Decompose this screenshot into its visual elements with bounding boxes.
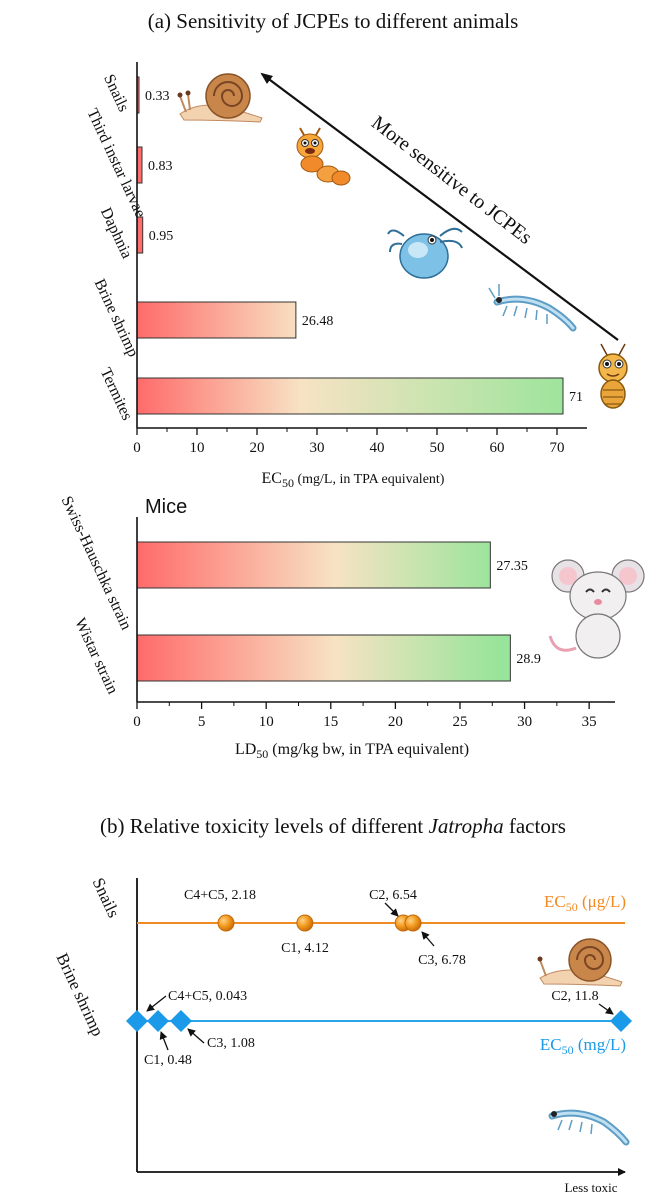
x-tick-label: 10	[190, 440, 205, 456]
category-label: Daphnia	[97, 205, 135, 261]
termite-icon	[598, 343, 628, 409]
mice-x-axis-label: LD50 (mg/kg bw, in TPA equivalent)	[235, 741, 469, 761]
snails-marker	[217, 914, 235, 932]
category-label: Wistar strain	[71, 616, 121, 697]
brine-shrimp-point-label: C3, 1.08	[207, 1036, 255, 1051]
x-tick-label: 50	[430, 440, 445, 456]
data-label: 26.48	[302, 314, 334, 329]
brine-shrimp-unit-label: EC50 (mg/L)	[540, 1035, 626, 1057]
category-label: Termites	[97, 365, 136, 423]
x-tick-label: 60	[490, 440, 505, 456]
leader-arrow	[159, 1031, 169, 1051]
panel-a-x-axis: 0 10 20 30 40 50 60 70	[133, 62, 587, 456]
x-tick-label: 30	[517, 714, 532, 730]
series-name-brine-shrimp: Brine shrimp	[53, 950, 108, 1039]
mice-panel-label: Mice	[145, 496, 187, 518]
snails-marker	[296, 914, 314, 932]
mice-bars: 27.35 28.9	[136, 541, 541, 682]
leader-arrow	[384, 902, 399, 917]
panel-a-bars: 0.33 0.83 0.95 26.48 71	[136, 76, 583, 415]
panel-a-title: (a) Sensitivity of JCPEs to different an…	[148, 9, 519, 33]
bar	[136, 634, 511, 682]
series-name-snails: Snails	[89, 875, 124, 921]
snails-unit-label: EC50 (μg/L)	[544, 892, 626, 914]
x-tick-label: 70	[550, 440, 565, 456]
data-label: 0.33	[145, 89, 170, 104]
mouse-icon	[548, 559, 645, 659]
brine-shrimp-icon-a	[488, 284, 577, 332]
bar	[136, 377, 564, 415]
x-tick-label: 5	[198, 714, 206, 730]
leader-arrow	[187, 1028, 205, 1044]
brine-shrimp-marker	[147, 1010, 169, 1032]
x-tick-label: 10	[259, 714, 274, 730]
snails-point-label: C2, 6.54	[369, 888, 417, 903]
bar	[136, 216, 144, 254]
brine-shrimp-icon-b	[548, 1109, 630, 1146]
brine-shrimp-marker	[126, 1010, 148, 1032]
data-label: 0.95	[149, 229, 174, 244]
category-label: Swiss-Hauschka strain	[58, 494, 135, 633]
category-label: Brine shrimp	[91, 276, 142, 359]
data-label: 71	[569, 390, 583, 405]
leader-arrow	[146, 995, 167, 1012]
snail-icon-b	[537, 938, 623, 987]
data-label: 28.9	[516, 652, 541, 667]
bar	[136, 541, 491, 589]
snails-marker	[404, 914, 422, 932]
snails-point-label: C1, 4.12	[281, 941, 329, 956]
x-tick-label: 20	[388, 714, 403, 730]
bar	[136, 301, 297, 339]
brine-shrimp-point-label: C1, 0.48	[144, 1053, 192, 1068]
data-label: 27.35	[496, 559, 527, 574]
category-label: Snails	[100, 72, 132, 115]
x-tick-label: 15	[323, 714, 338, 730]
brine-shrimp-markers	[126, 1010, 632, 1032]
x-tick-label: 0	[133, 714, 141, 730]
panel-b-title: (b) Relative toxicity levels of differen…	[100, 814, 566, 838]
leader-arrow	[421, 931, 435, 947]
brine-shrimp-point-label: C2, 11.8	[551, 989, 598, 1004]
x-tick-label: 20	[250, 440, 265, 456]
larva-icon	[296, 127, 351, 186]
snails-point-label: C3, 6.78	[418, 953, 466, 968]
panel-b-x-axis-label: Less toxic	[564, 1180, 617, 1195]
panel-a-x-axis-label: EC50 (mg/L, in TPA equivalent)	[262, 470, 445, 490]
data-label: 0.83	[148, 159, 173, 174]
x-tick-label: 35	[582, 714, 597, 730]
sensitivity-arrow	[260, 72, 619, 341]
x-tick-label: 30	[310, 440, 325, 456]
x-tick-label: 25	[452, 714, 467, 730]
brine-shrimp-point-label: C4+C5, 0.043	[168, 989, 247, 1004]
snails-point-label: C4+C5, 2.18	[184, 888, 256, 903]
x-tick-label: 40	[370, 440, 385, 456]
x-tick-label: 0	[133, 440, 141, 456]
mice-x-axis: 0 5 10 15 20 25 30 35	[133, 517, 615, 730]
snails-markers	[217, 914, 422, 932]
brine-shrimp-marker	[610, 1010, 632, 1032]
snail-icon	[177, 73, 263, 123]
brine-shrimp-marker	[170, 1010, 192, 1032]
leader-arrow	[598, 1003, 614, 1015]
daphnia-icon	[387, 227, 463, 279]
